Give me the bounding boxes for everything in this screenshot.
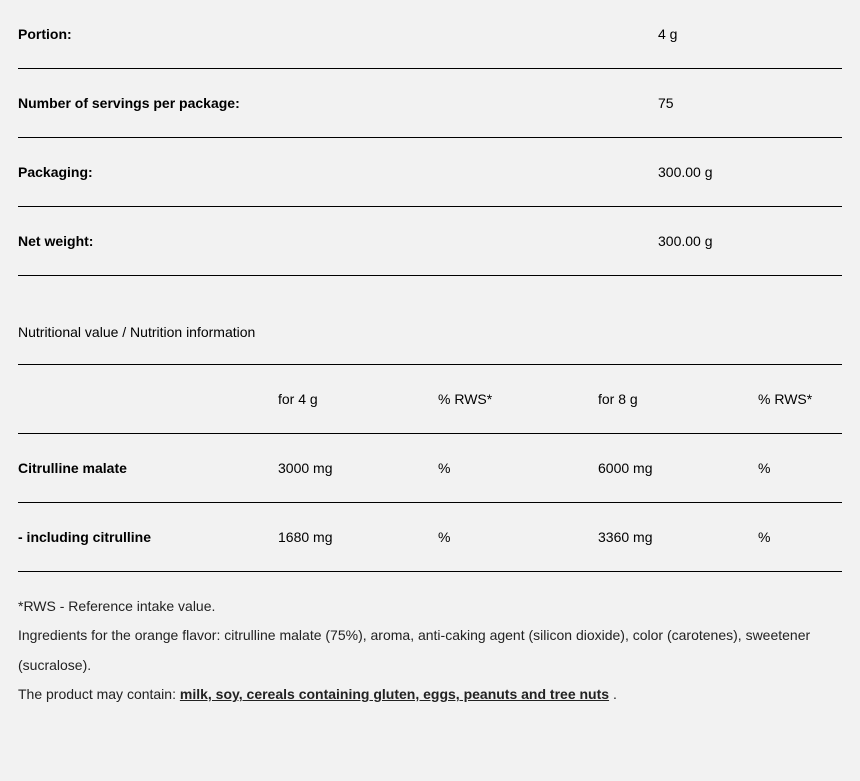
info-value: 300.00 g (658, 207, 842, 276)
info-label: Packaging: (18, 138, 658, 207)
nutrition-table: for 4 g % RWS* for 8 g % RWS* Citrulline… (18, 365, 842, 572)
nutri-rws-8g: % (758, 503, 842, 572)
info-label: Net weight: (18, 207, 658, 276)
nutri-header-rws8: % RWS* (758, 365, 842, 434)
nutri-rws-4g: % (438, 434, 598, 503)
nutrition-section-title: Nutritional value / Nutrition informatio… (18, 276, 842, 365)
nutri-header-empty (18, 365, 278, 434)
may-contain-line: The product may contain: milk, soy, cere… (18, 680, 842, 709)
info-row: Packaging:300.00 g (18, 138, 842, 207)
nutri-name: Citrulline malate (18, 434, 278, 503)
info-row: Net weight:300.00 g (18, 207, 842, 276)
rws-note: *RWS - Reference intake value. (18, 592, 842, 621)
nutri-header-rws4: % RWS* (438, 365, 598, 434)
product-info-table: Portion:4 gNumber of servings per packag… (18, 0, 842, 276)
info-label: Number of servings per package: (18, 69, 658, 138)
info-row: Portion:4 g (18, 0, 842, 69)
nutri-value-4g: 3000 mg (278, 434, 438, 503)
may-contain-suffix: . (609, 686, 617, 702)
info-row: Number of servings per package:75 (18, 69, 842, 138)
nutri-rws-8g: % (758, 434, 842, 503)
may-contain-prefix: The product may contain: (18, 686, 180, 702)
nutri-rws-4g: % (438, 503, 598, 572)
footnotes: *RWS - Reference intake value. Ingredien… (18, 572, 842, 710)
nutri-row: Citrulline malate3000 mg%6000 mg% (18, 434, 842, 503)
nutri-value-4g: 1680 mg (278, 503, 438, 572)
nutri-value-8g: 6000 mg (598, 434, 758, 503)
nutri-value-8g: 3360 mg (598, 503, 758, 572)
info-label: Portion: (18, 0, 658, 69)
nutri-header-for8g: for 8 g (598, 365, 758, 434)
nutri-header-for4g: for 4 g (278, 365, 438, 434)
ingredients-text: Ingredients for the orange flavor: citru… (18, 621, 842, 680)
allergens-list: milk, soy, cereals containing gluten, eg… (180, 686, 609, 702)
nutri-name: - including citrulline (18, 503, 278, 572)
nutri-row: - including citrulline1680 mg%3360 mg% (18, 503, 842, 572)
info-value: 75 (658, 69, 842, 138)
info-value: 300.00 g (658, 138, 842, 207)
info-value: 4 g (658, 0, 842, 69)
